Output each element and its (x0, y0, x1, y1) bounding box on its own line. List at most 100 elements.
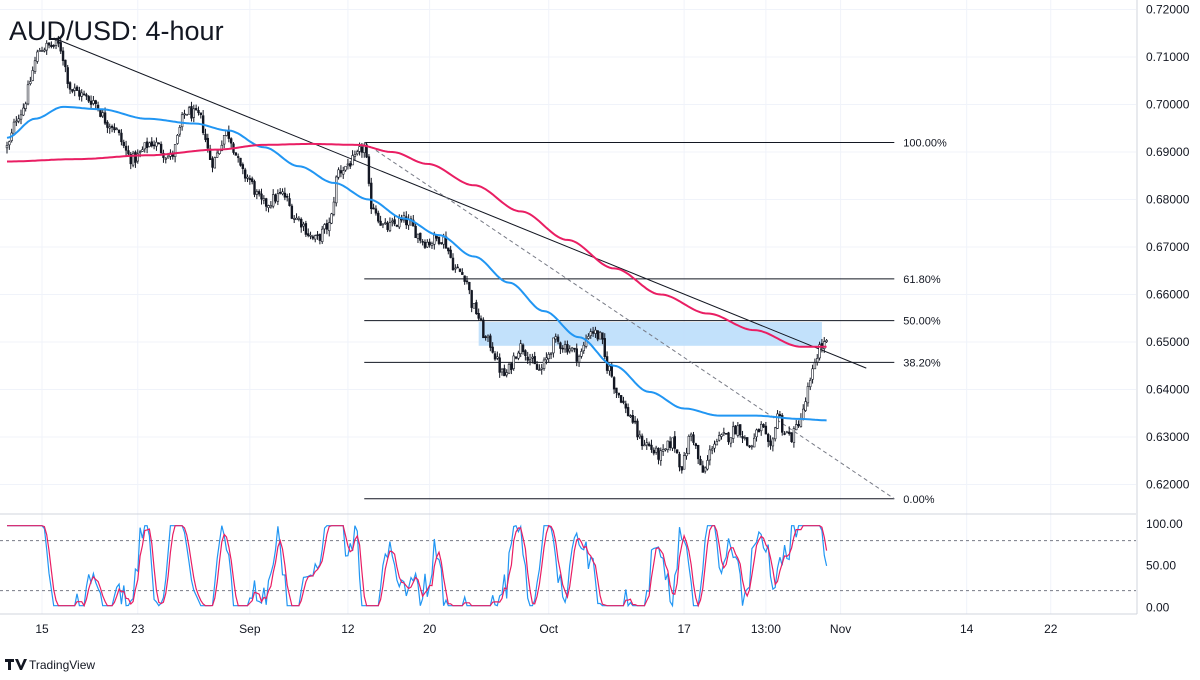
candle-body (351, 155, 354, 166)
candle-body (461, 272, 464, 275)
candle-body (115, 128, 118, 131)
candle-body (790, 432, 793, 442)
candle-body (367, 156, 371, 184)
candle-body (61, 50, 65, 61)
candle-body (657, 447, 660, 460)
grid (0, 0, 1136, 614)
candle-body (542, 359, 546, 369)
candle-body (692, 434, 695, 443)
candle-body (715, 441, 719, 446)
candle-body (760, 423, 763, 432)
candle-body (12, 121, 16, 135)
candle-body (797, 424, 800, 427)
candle-body (729, 437, 733, 444)
candle-body (24, 103, 27, 109)
candle-body (671, 437, 674, 449)
candle-body (507, 364, 511, 374)
candle-body (430, 243, 434, 246)
candle-body (752, 437, 756, 448)
candle-body (454, 267, 457, 270)
candle-body (666, 440, 670, 450)
candle-body (701, 465, 705, 473)
candle-body (818, 344, 821, 359)
moving-average-blue (6, 105, 827, 422)
candle-body (54, 39, 58, 46)
candle-body (589, 331, 592, 336)
candle-body (134, 151, 137, 163)
candle-body (498, 357, 501, 373)
candle-body (155, 141, 158, 147)
moving-average-layer (6, 105, 827, 422)
fibonacci-layer: 100.00% 61.80% 50.00% 38.20% 0.00% (364, 138, 947, 506)
time-tick-label: Nov (830, 622, 851, 636)
candle-body (370, 182, 373, 210)
price-tick-label: 0.67000 (1146, 240, 1190, 254)
candle-body (696, 444, 700, 460)
candle-body (423, 241, 427, 248)
candle-body (668, 441, 672, 448)
candle-body (180, 114, 184, 128)
candle-body (391, 220, 394, 223)
candle-body (332, 201, 336, 215)
candle-body (19, 114, 23, 120)
candle-body (145, 141, 149, 149)
candle-body (398, 218, 401, 228)
candle-body (708, 449, 712, 461)
candle-body (743, 437, 747, 439)
candle-body (638, 434, 641, 438)
fib-level-label: 50.00% (903, 316, 941, 328)
candle-body (421, 241, 424, 243)
candle-body (563, 344, 567, 350)
candle-body (278, 192, 282, 194)
candle-body (78, 90, 81, 97)
candle-body (316, 234, 319, 236)
candle-body (682, 455, 686, 470)
candle-body (622, 400, 625, 403)
candle-body (514, 356, 518, 359)
candle-body (318, 233, 322, 241)
candle-body (608, 365, 611, 372)
candle-body (521, 344, 525, 352)
tradingview-logo-icon (5, 659, 27, 670)
candle-body (767, 434, 770, 442)
candle-body (337, 169, 340, 178)
candle-body (689, 433, 693, 437)
candle-body (283, 192, 287, 198)
candle-body (117, 129, 121, 134)
candle-body (393, 219, 396, 225)
candle-body (710, 448, 714, 451)
candle-body (374, 208, 378, 214)
candle-body (526, 356, 529, 361)
candle-body (365, 144, 368, 158)
candle-body (335, 176, 338, 204)
candle-body (330, 213, 333, 224)
candle-body (124, 145, 128, 151)
candle-body (741, 435, 744, 439)
candle-body (94, 100, 97, 105)
candle-body (468, 281, 471, 291)
candle-body (750, 445, 754, 448)
candle-body (678, 453, 681, 468)
candle-body (250, 178, 254, 182)
candle-body (414, 225, 417, 239)
candle-body (215, 152, 219, 158)
candle-body (197, 110, 200, 114)
candle-body (591, 331, 595, 334)
candle-body (647, 443, 651, 446)
candle-body (257, 191, 261, 195)
candle-body (206, 137, 210, 149)
candle-body (248, 178, 252, 181)
candle-body (131, 152, 135, 166)
candle-body (528, 359, 532, 362)
candle-body (106, 121, 109, 128)
candle-body (722, 432, 726, 435)
candle-body (505, 372, 508, 376)
candle-body (274, 194, 277, 202)
candle-body (540, 367, 543, 370)
candle-body (264, 198, 268, 207)
candle-body (512, 355, 515, 369)
candle-body (295, 217, 298, 221)
candle-body (580, 351, 583, 357)
candle-body (176, 135, 179, 144)
candle-body (281, 191, 284, 195)
